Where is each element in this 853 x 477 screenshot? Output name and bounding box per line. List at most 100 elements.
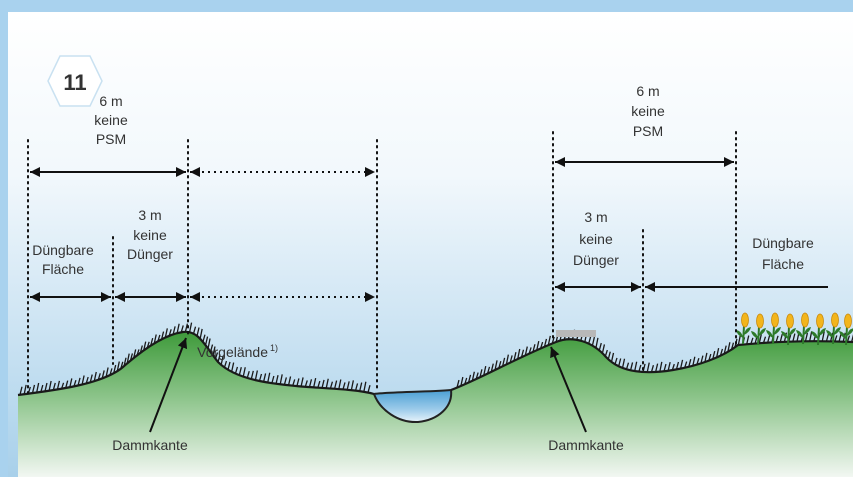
grass-blade [48,380,52,391]
grass-blade [688,359,692,367]
flower-leaf [766,327,781,338]
grass-blade [804,332,809,342]
right-width-6m: 6 m [636,83,659,99]
grass-blade [160,331,165,340]
grass-blade [105,367,109,378]
grass-blade [746,335,750,345]
left-width-6m: 6 m [99,93,122,109]
grass-blade [834,335,838,342]
grass-blade [758,334,762,344]
grass-blade [679,359,684,369]
grass-blade [621,358,626,369]
grass-blade [809,331,813,342]
grass-blade [242,367,246,377]
grass-blade [129,353,134,361]
grass-blade [346,381,350,390]
grass-blade [227,361,231,370]
grass-blade [238,367,242,376]
grass-blade [31,384,36,394]
grass-blade [123,357,127,367]
grass-blade [591,336,596,346]
grass-blade [317,380,321,388]
grass-blade [97,373,101,381]
grass-blade [692,356,696,366]
grass-blade [44,382,48,392]
grass-blade [69,378,73,388]
grass-blade [36,382,40,393]
grass-blade [601,344,606,354]
grass-blade [109,368,113,376]
grass-blade [73,379,77,387]
grass-blade [659,361,663,372]
flower-head [801,312,809,328]
flower-head [844,313,852,329]
right-no-psm-line1: keine [631,103,665,119]
flower-head [786,313,794,329]
grass-blade [77,377,81,386]
badge-number: 11 [63,70,86,95]
flower-leaf [839,328,853,339]
grass-blade [56,380,61,390]
grass-blade [279,374,283,385]
grass-blade [727,342,731,352]
grass-blade [52,382,56,391]
grass-blade [634,361,638,372]
grass-blade [202,334,206,343]
flower-stem [757,326,760,346]
step-badge: 11 [47,55,103,107]
flower-stem [742,325,745,345]
grass-blade [700,355,704,364]
grass-blade [762,336,767,344]
flower-stem [817,326,820,346]
grass-blade [157,334,161,342]
grass-blade [467,374,472,383]
grass-blade [65,380,69,389]
grass-blade [610,352,615,363]
grass-blade [126,353,130,364]
grass-blade [464,377,468,385]
dam-pointer-left [149,337,188,433]
grass-blade [684,361,688,368]
river [372,388,453,424]
grass-blade [675,361,680,370]
grass-blade [283,377,288,385]
grass-blade [296,378,300,387]
right-no-fert-line1: keine [579,231,613,247]
measure-arrows [30,157,828,302]
grass-blade [333,380,338,389]
diagram-panel: 11 6 m keine PSM Düngbare Fläche 3 m kei… [8,12,853,477]
grass-blade [524,346,528,356]
grass-blade [471,371,475,382]
right-fertile-line1: Düngbare [752,235,814,251]
grass-blade [254,370,259,381]
flower-head [816,313,824,329]
grass-blade [136,349,140,356]
grass-blade [498,360,502,369]
grass-blade [501,357,506,367]
grass-blade [595,337,599,349]
grass-blade [750,337,754,345]
grass-blade [650,365,655,373]
grass-blade [300,377,304,387]
flower-stem [845,326,848,346]
grass-blade [262,373,267,382]
grass-blade [821,331,825,342]
grass-blade [81,375,85,385]
grass-blade [23,384,27,395]
grass-blade [275,375,279,384]
grass-blade [629,362,634,371]
grass-blade [723,345,727,355]
right-width-3m: 3 m [584,209,607,225]
grass-blade [139,345,143,354]
grass-blade [543,338,548,347]
grass-blade [367,384,371,393]
grass-blade [539,341,544,349]
grass-blade [196,327,200,337]
grass-blade [359,382,363,392]
grass-blade [618,358,622,367]
grass-blade [767,334,771,343]
grass-blade [184,323,189,332]
grass-blade [638,364,642,372]
grass-blade [604,349,608,357]
grass-blade [329,381,334,389]
